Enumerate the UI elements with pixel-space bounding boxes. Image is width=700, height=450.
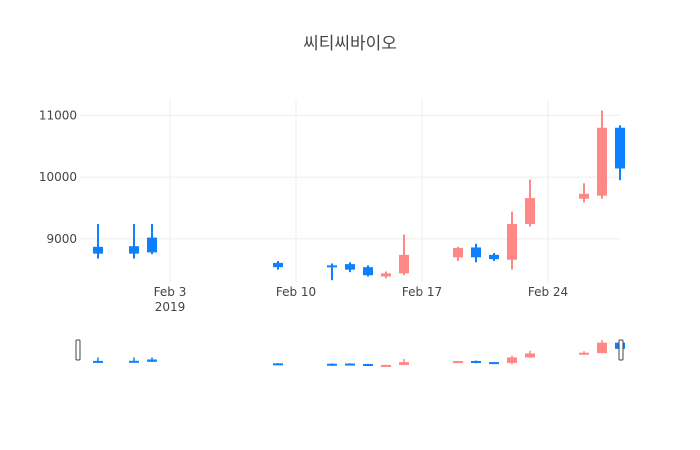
slider-candle [453,360,463,364]
x-tick-label: Feb 10 [276,285,316,299]
slider-candle-body [597,342,607,354]
candle-body [381,273,391,277]
candle [273,261,283,270]
slider-candle-body [273,363,283,366]
candle-body [615,127,625,169]
candle-body [273,262,283,268]
range-slider-left-handle[interactable] [75,339,81,361]
candle [147,224,157,255]
x-tick-label: Feb 3 [154,285,187,299]
slider-candle [399,359,409,366]
candle [615,125,625,181]
x-tick-sublabel: 2019 [155,300,186,314]
slider-candle [93,357,103,363]
candle [327,263,337,281]
candle-body [147,237,157,253]
slider-candle-body [345,363,355,366]
slider-candle-body [129,360,139,363]
candle [345,262,355,273]
candle [381,271,391,279]
candle-body [507,224,517,260]
candles [93,110,625,281]
slider-candle [525,350,535,358]
range-slider[interactable] [75,339,625,367]
slider-candle [597,340,607,354]
slider-candle-body [471,360,481,363]
range-slider-right-handle[interactable] [618,339,624,361]
slider-candle [147,357,157,363]
slider-candle [507,355,517,365]
slider-candle-body [327,363,337,366]
candle [525,179,535,227]
slider-candle [489,361,499,365]
slider-candle [471,360,481,364]
candle [489,253,499,262]
candle [399,234,409,276]
candle-body [399,254,409,274]
candle-body [453,248,463,258]
candle [363,265,373,277]
slider-candle [381,364,391,367]
candle-body [345,264,355,270]
slider-candle [345,363,355,366]
slider-candle-body [507,357,517,363]
candle [507,211,517,270]
slider-candle-body [489,362,499,365]
slider-candle [579,351,589,355]
candle [579,183,589,203]
candle-body [525,198,535,225]
candle [597,110,607,199]
candle-body [579,193,589,199]
candle [129,224,139,259]
slider-candle-body [453,361,463,364]
slider-candle-body [399,362,409,365]
grid [80,100,620,282]
candle-body [597,127,607,196]
slider-candle-body [381,364,391,367]
y-axis-ticks: 9000 10000 11000 [39,108,77,245]
x-tick-label: Feb 24 [528,285,568,299]
candle [453,246,463,262]
chart-title: 씨티씨바이오 [303,34,397,54]
candle-body [489,254,499,260]
slider-candle [273,363,283,366]
slider-candle-body [93,360,103,363]
y-tick-label: 10000 [39,170,77,184]
candle-body [129,246,139,254]
y-tick-label: 11000 [39,108,77,122]
candle [471,243,481,263]
y-tick-label: 9000 [46,232,77,246]
x-tick-label: Feb 17 [402,285,442,299]
slider-candle-body [147,359,157,362]
slider-candle [327,363,337,366]
candle [93,224,103,259]
candle-body [327,265,337,268]
slider-candle-body [363,364,373,367]
slider-candle-body [579,352,589,355]
candle-body [93,246,103,254]
slider-candle [129,357,139,363]
candle-body [471,247,481,258]
candle-body [363,267,373,276]
slider-candle [363,363,373,367]
slider-candle-body [525,353,535,358]
